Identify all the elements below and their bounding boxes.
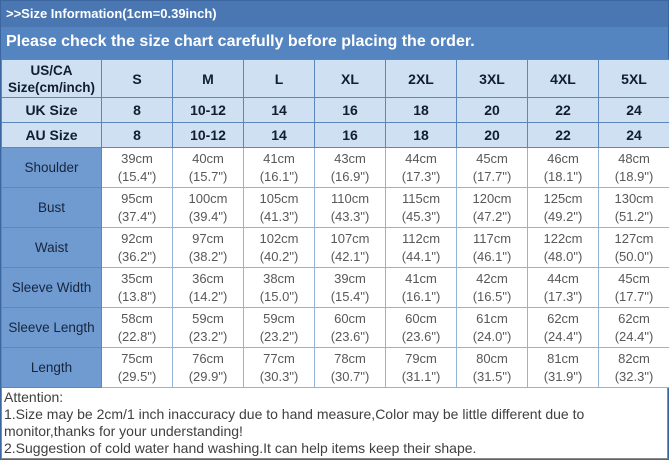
- measure-cell: 79cm (31.1"): [385, 347, 457, 388]
- uk-size-value: 20: [456, 97, 528, 123]
- measure-cell: 45cm (17.7"): [456, 147, 528, 188]
- size-column-header: L: [243, 59, 315, 98]
- measure-label: Bust: [1, 187, 102, 228]
- uk-size-row: UK Size 8 10-12 14 16 18 20 22 24: [1, 97, 669, 123]
- au-size-value: 16: [314, 122, 386, 148]
- measure-cell: 125cm (49.2"): [527, 187, 599, 228]
- measure-row-waist: Waist 92cm (36.2") 97cm (38.2") 102cm (4…: [1, 227, 669, 268]
- measure-cell: 36cm (14.2"): [172, 267, 244, 308]
- measure-label: Length: [1, 347, 102, 388]
- size-column-header: M: [172, 59, 244, 98]
- attention-title: Attention:: [4, 389, 64, 405]
- measure-cell: 107cm (42.1"): [314, 227, 386, 268]
- measure-cell: 61cm (24.0"): [456, 307, 528, 348]
- measure-row-shoulder: Shoulder 39cm (15.4") 40cm (15.7") 41cm …: [1, 147, 669, 188]
- measure-cell: 80cm (31.5"): [456, 347, 528, 388]
- measure-cell: 130cm (51.2"): [598, 187, 669, 228]
- measure-cell: 76cm (29.9"): [172, 347, 244, 388]
- size-column-header: 2XL: [385, 59, 457, 98]
- measure-cell: 102cm (40.2"): [243, 227, 315, 268]
- attention-note: Attention: 1.Size may be 2cm/1 inch inac…: [1, 388, 668, 459]
- size-column-header: XL: [314, 59, 386, 98]
- measure-cell: 41cm (16.1"): [243, 147, 315, 188]
- measure-label: Shoulder: [1, 147, 102, 188]
- banner-subtitle: Please check the size chart carefully be…: [1, 27, 668, 59]
- measure-row-length: Length 75cm (29.5") 76cm (29.9") 77cm (3…: [1, 347, 669, 388]
- banner: >>Size Information(1cm=0.39inch) Please …: [1, 1, 668, 59]
- uk-size-value: 16: [314, 97, 386, 123]
- measure-cell: 97cm (38.2"): [172, 227, 244, 268]
- measure-cell: 60cm (23.6"): [314, 307, 386, 348]
- measure-cell: 100cm (39.4"): [172, 187, 244, 228]
- measure-cell: 75cm (29.5"): [101, 347, 173, 388]
- measure-cell: 122cm (48.0"): [527, 227, 599, 268]
- measure-cell: 110cm (43.3"): [314, 187, 386, 228]
- uk-size-label: UK Size: [1, 97, 102, 123]
- measure-cell: 38cm (15.0"): [243, 267, 315, 308]
- uk-size-value: 24: [598, 97, 669, 123]
- size-header-row: US/CA Size(cm/inch) S M L XL 2XL 3XL 4XL…: [1, 59, 669, 98]
- size-column-header: 5XL: [598, 59, 669, 98]
- attention-line-1: 1.Size may be 2cm/1 inch inaccuracy due …: [4, 406, 585, 439]
- measure-cell: 59cm (23.2"): [243, 307, 315, 348]
- measure-row-sleeve-width: Sleeve Width 35cm (13.8") 36cm (14.2") 3…: [1, 267, 669, 308]
- measure-cell: 62cm (24.4"): [598, 307, 669, 348]
- au-size-label: AU Size: [1, 122, 102, 148]
- au-size-value: 24: [598, 122, 669, 148]
- uk-size-value: 22: [527, 97, 599, 123]
- au-size-row: AU Size 8 10-12 14 16 18 20 22 24: [1, 122, 669, 148]
- measure-cell: 77cm (30.3"): [243, 347, 315, 388]
- measure-cell: 127cm (50.0"): [598, 227, 669, 268]
- measure-cell: 45cm (17.7"): [598, 267, 669, 308]
- measure-cell: 62cm (24.4"): [527, 307, 599, 348]
- uk-size-value: 10-12: [172, 97, 244, 123]
- measure-cell: 44cm (17.3"): [527, 267, 599, 308]
- banner-title: >>Size Information(1cm=0.39inch): [1, 1, 668, 27]
- measure-cell: 35cm (13.8"): [101, 267, 173, 308]
- measure-cell: 39cm (15.4"): [101, 147, 173, 188]
- measure-cell: 60cm (23.6"): [385, 307, 457, 348]
- measure-cell: 59cm (23.2"): [172, 307, 244, 348]
- measure-label: Sleeve Width: [1, 267, 102, 308]
- corner-header: US/CA Size(cm/inch): [1, 59, 102, 98]
- measure-cell: 115cm (45.3"): [385, 187, 457, 228]
- measure-cell: 39cm (15.4"): [314, 267, 386, 308]
- measure-cell: 78cm (30.7"): [314, 347, 386, 388]
- measure-cell: 81cm (31.9"): [527, 347, 599, 388]
- measure-cell: 41cm (16.1"): [385, 267, 457, 308]
- au-size-value: 10-12: [172, 122, 244, 148]
- size-column-header: 4XL: [527, 59, 599, 98]
- measure-cell: 112cm (44.1"): [385, 227, 457, 268]
- measure-cell: 120cm (47.2"): [456, 187, 528, 228]
- measure-cell: 117cm (46.1"): [456, 227, 528, 268]
- au-size-value: 14: [243, 122, 315, 148]
- size-column-header: 3XL: [456, 59, 528, 98]
- au-size-value: 18: [385, 122, 457, 148]
- au-size-value: 8: [101, 122, 173, 148]
- measure-label: Waist: [1, 227, 102, 268]
- measure-label: Sleeve Length: [1, 307, 102, 348]
- attention-line-2: 2.Suggestion of cold water hand washing.…: [4, 440, 477, 456]
- measure-row-bust: Bust 95cm (37.4") 100cm (39.4") 105cm (4…: [1, 187, 669, 228]
- uk-size-value: 14: [243, 97, 315, 123]
- measure-cell: 46cm (18.1"): [527, 147, 599, 188]
- measure-cell: 92cm (36.2"): [101, 227, 173, 268]
- au-size-value: 20: [456, 122, 528, 148]
- measure-row-sleeve-length: Sleeve Length 58cm (22.8") 59cm (23.2") …: [1, 307, 669, 348]
- measure-cell: 48cm (18.9"): [598, 147, 669, 188]
- measure-cell: 43cm (16.9"): [314, 147, 386, 188]
- size-table: US/CA Size(cm/inch) S M L XL 2XL 3XL 4XL…: [1, 59, 669, 388]
- uk-size-value: 18: [385, 97, 457, 123]
- uk-size-value: 8: [101, 97, 173, 123]
- measure-cell: 82cm (32.3"): [598, 347, 669, 388]
- measure-cell: 42cm (16.5"): [456, 267, 528, 308]
- size-column-header: S: [101, 59, 173, 98]
- au-size-value: 22: [527, 122, 599, 148]
- measure-cell: 44cm (17.3"): [385, 147, 457, 188]
- measure-cell: 58cm (22.8"): [101, 307, 173, 348]
- measure-cell: 105cm (41.3"): [243, 187, 315, 228]
- measure-cell: 95cm (37.4"): [101, 187, 173, 228]
- measure-cell: 40cm (15.7"): [172, 147, 244, 188]
